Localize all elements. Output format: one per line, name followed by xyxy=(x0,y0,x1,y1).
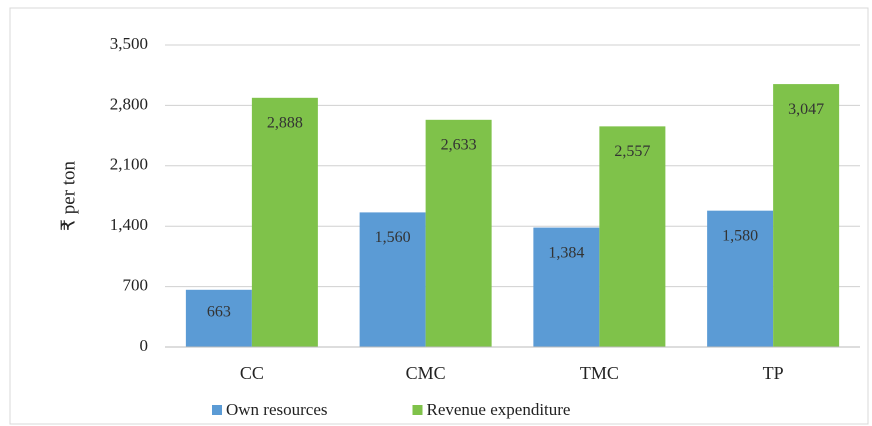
data-label: 2,557 xyxy=(614,143,650,160)
x-tick-label: TP xyxy=(763,363,784,383)
data-label: 3,047 xyxy=(788,101,824,118)
data-label: 1,560 xyxy=(375,229,411,246)
y-tick-label: 2,800 xyxy=(110,94,148,113)
y-tick-label: 0 xyxy=(140,336,149,355)
legend-label: Own resources xyxy=(226,400,328,419)
x-tick-label: CC xyxy=(240,363,264,383)
legend-swatch xyxy=(412,405,423,415)
chart-frame xyxy=(9,7,869,425)
legend-swatch xyxy=(212,405,222,415)
y-tick-label: 700 xyxy=(123,276,149,295)
data-label: 1,580 xyxy=(722,227,758,244)
bar xyxy=(359,212,426,347)
y-tick-label: 1,400 xyxy=(110,215,148,234)
bar xyxy=(185,289,252,347)
bar xyxy=(773,84,840,347)
bar xyxy=(533,227,600,347)
bar xyxy=(599,126,666,347)
data-label: 2,633 xyxy=(441,136,477,153)
bar xyxy=(425,119,492,347)
x-tick-label: CMC xyxy=(406,363,446,383)
x-tick-label: TMC xyxy=(580,363,619,383)
legend-label: Revenue expenditure xyxy=(427,400,571,419)
data-label: 1,384 xyxy=(548,244,584,261)
data-label: 663 xyxy=(207,304,231,321)
y-axis-title: ₹ per ton xyxy=(58,160,79,231)
y-tick-label: 3,500 xyxy=(110,34,148,53)
y-tick-label: 2,100 xyxy=(110,155,148,174)
bar xyxy=(251,97,318,347)
bar xyxy=(707,210,774,347)
data-label: 2,888 xyxy=(267,114,303,131)
